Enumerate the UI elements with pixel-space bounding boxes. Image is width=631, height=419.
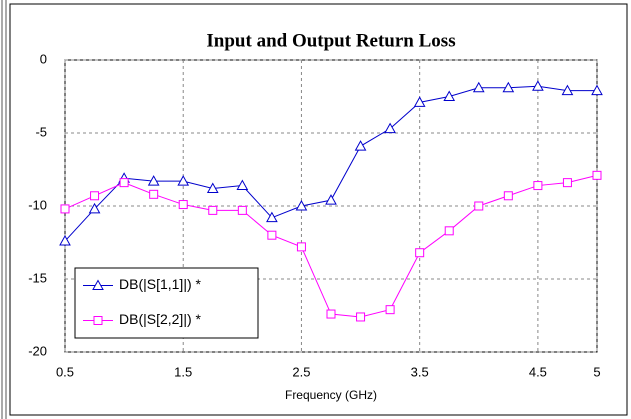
data-point	[415, 248, 425, 258]
y-tick-label: 0	[40, 51, 47, 66]
data-point	[177, 175, 190, 186]
x-tick-label: 3.5	[411, 364, 429, 379]
data-point	[385, 305, 395, 315]
data-point	[149, 189, 159, 199]
data-point	[592, 170, 602, 180]
data-point	[474, 201, 484, 211]
data-point	[472, 81, 485, 93]
x-tick-label: 5	[593, 364, 600, 379]
data-point	[325, 194, 337, 205]
legend-marker	[92, 279, 104, 290]
data-point	[60, 204, 70, 214]
x-tick-label: 1.5	[174, 364, 192, 379]
data-point	[266, 211, 278, 223]
data-point	[295, 199, 308, 211]
data-point	[59, 235, 71, 246]
data-point	[444, 226, 454, 236]
y-tick-label: -15	[28, 270, 47, 285]
data-point	[90, 191, 100, 201]
data-point	[591, 84, 603, 96]
data-point	[413, 96, 426, 107]
data-point	[533, 181, 543, 191]
legend-label: DB(|S[2,2]|) *	[119, 311, 202, 327]
data-point	[178, 200, 188, 210]
data-point	[562, 178, 572, 188]
data-point	[267, 230, 277, 240]
x-tick-label: 4.5	[529, 364, 547, 379]
data-point	[354, 140, 367, 151]
data-point	[296, 242, 306, 252]
data-point	[206, 182, 219, 193]
data-point	[503, 191, 513, 201]
data-point	[236, 179, 249, 191]
legend-label: DB(|S[1,1]|) *	[119, 276, 202, 292]
chart-border	[9, 3, 628, 416]
y-tick-label: -5	[35, 124, 47, 139]
x-axis-label: Frequency (GHz)	[285, 388, 377, 402]
data-point	[326, 309, 336, 319]
x-tick-label: 2.5	[292, 364, 310, 379]
data-point	[147, 175, 160, 186]
y-tick-label: -20	[28, 343, 47, 358]
data-point	[443, 90, 456, 101]
data-point	[237, 205, 247, 215]
data-point	[119, 178, 129, 188]
chart-title: Input and Output Return Loss	[206, 30, 455, 51]
y-tick-label: -10	[28, 197, 47, 212]
x-tick-label: 0.5	[56, 364, 74, 379]
data-point	[88, 202, 101, 214]
data-point	[384, 122, 396, 134]
data-point	[208, 205, 218, 215]
data-point	[561, 84, 574, 96]
legend-marker	[93, 316, 103, 325]
data-point	[356, 312, 366, 322]
data-point	[502, 81, 515, 93]
data-point	[532, 80, 544, 91]
legend	[74, 267, 259, 339]
